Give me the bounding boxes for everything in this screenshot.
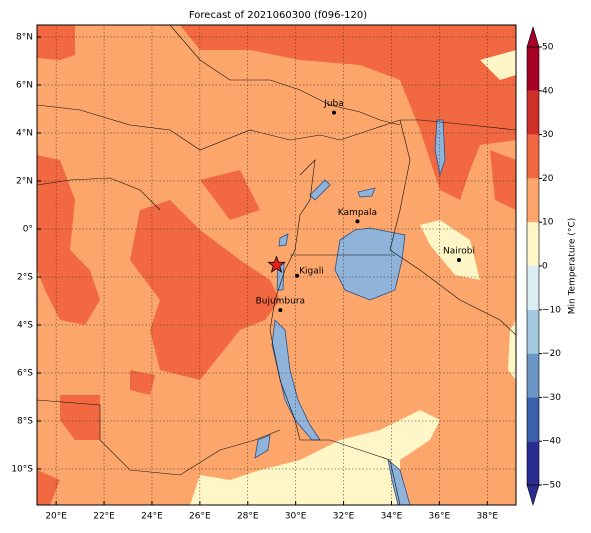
- city-label: Bujumbura: [256, 297, 305, 307]
- x-tick-label: 28°E: [237, 512, 259, 522]
- city-dot: [295, 273, 300, 278]
- y-tick-label: 0°: [23, 225, 33, 235]
- city-dot: [456, 257, 461, 262]
- colorbar-tick-label: 0: [542, 262, 548, 272]
- y-tick-label: 2°S: [17, 273, 33, 283]
- colorbar-band: [527, 353, 539, 398]
- x-tick-label: 20°E: [45, 512, 67, 522]
- colorbar-tick-label: 20: [542, 174, 554, 184]
- colorbar-tick-label: −20: [542, 349, 561, 359]
- chart-title: Forecast of 2021060300 (f096-120): [189, 10, 367, 21]
- x-tick-label: 26°E: [189, 512, 211, 522]
- map-frame: [36, 24, 517, 506]
- colorbar-band: [527, 178, 539, 223]
- x-tick-label: 22°E: [93, 512, 115, 522]
- colorbar-band: [527, 47, 539, 91]
- y-tick-label: 2°N: [16, 177, 33, 187]
- colorbar-label: Min Temperature (°C): [568, 218, 578, 315]
- colorbar-extend: [526, 25, 540, 48]
- location-marker: [267, 255, 286, 273]
- y-tick-label: 10°S: [11, 465, 33, 475]
- colorbar-band: [527, 266, 539, 310]
- colorbar-tick-label: −30: [542, 393, 561, 403]
- y-tick-label: 8°N: [16, 33, 33, 43]
- city-label: Nairobi: [443, 246, 475, 256]
- x-tick-label: 34°E: [381, 512, 403, 522]
- x-tick-label: 24°E: [141, 512, 163, 522]
- colorbar-band: [527, 90, 539, 135]
- y-tick-label: 4°S: [17, 321, 33, 331]
- city-dot: [278, 308, 283, 313]
- colorbar-band: [527, 397, 539, 442]
- x-tick-label: 38°E: [476, 512, 498, 522]
- colorbar-tick-label: 30: [542, 130, 554, 140]
- city-label: Juba: [323, 99, 344, 109]
- colorbar-band: [527, 222, 539, 266]
- x-tick-label: 36°E: [429, 512, 451, 522]
- y-tick-label: 4°N: [16, 129, 33, 139]
- x-tick-label: 32°E: [333, 512, 355, 522]
- city-dot: [355, 219, 360, 224]
- colorbar-band: [527, 134, 539, 179]
- y-tick-label: 6°S: [17, 369, 33, 379]
- colorbar-tick-label: 10: [542, 218, 554, 228]
- y-tick-label: 8°S: [17, 417, 33, 427]
- colorbar-band: [527, 441, 539, 485]
- city-dot: [331, 110, 336, 115]
- colorbar-band: [527, 309, 539, 354]
- city-label: Kigali: [299, 266, 324, 276]
- colorbar-extend: [526, 484, 540, 507]
- city-label: Kampala: [338, 208, 377, 218]
- y-tick-label: 6°N: [16, 81, 33, 91]
- colorbar-tick-label: −40: [542, 437, 561, 447]
- colorbar-tick-label: −50: [542, 481, 561, 491]
- colorbar-tick-label: 50: [542, 43, 554, 53]
- x-tick-label: 30°E: [285, 512, 307, 522]
- colorbar-tick-label: −10: [542, 305, 561, 315]
- colorbar-tick-label: 40: [542, 86, 554, 96]
- map-fill: [37, 25, 516, 505]
